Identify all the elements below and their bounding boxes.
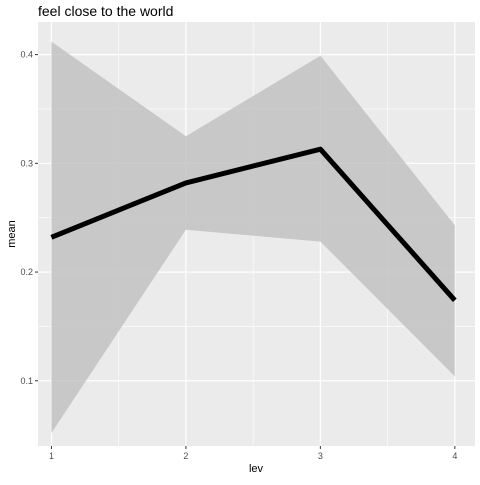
- y-tick-label: 0.4: [20, 50, 33, 60]
- axis-ticks: 0.1 0.2 0.3 0.4 1 2 3 4: [20, 50, 457, 461]
- y-tick-label: 0.3: [20, 158, 33, 168]
- mean-line: [50, 146, 457, 302]
- x-tick-label: 4: [452, 451, 457, 461]
- x-axis-title: lev: [249, 463, 264, 475]
- y-tick-label: 0.1: [20, 376, 33, 386]
- chart-title: feel close to the world: [38, 3, 173, 19]
- y-tick-label: 0.2: [20, 267, 33, 277]
- x-tick-label: 3: [318, 451, 323, 461]
- confidence-band: [51, 41, 455, 433]
- confidence-band-layer: [51, 41, 455, 433]
- x-tick-label: 1: [49, 451, 54, 461]
- y-axis-title: mean: [6, 220, 18, 248]
- x-tick-label: 2: [183, 451, 188, 461]
- mean-line-layer: [50, 146, 457, 302]
